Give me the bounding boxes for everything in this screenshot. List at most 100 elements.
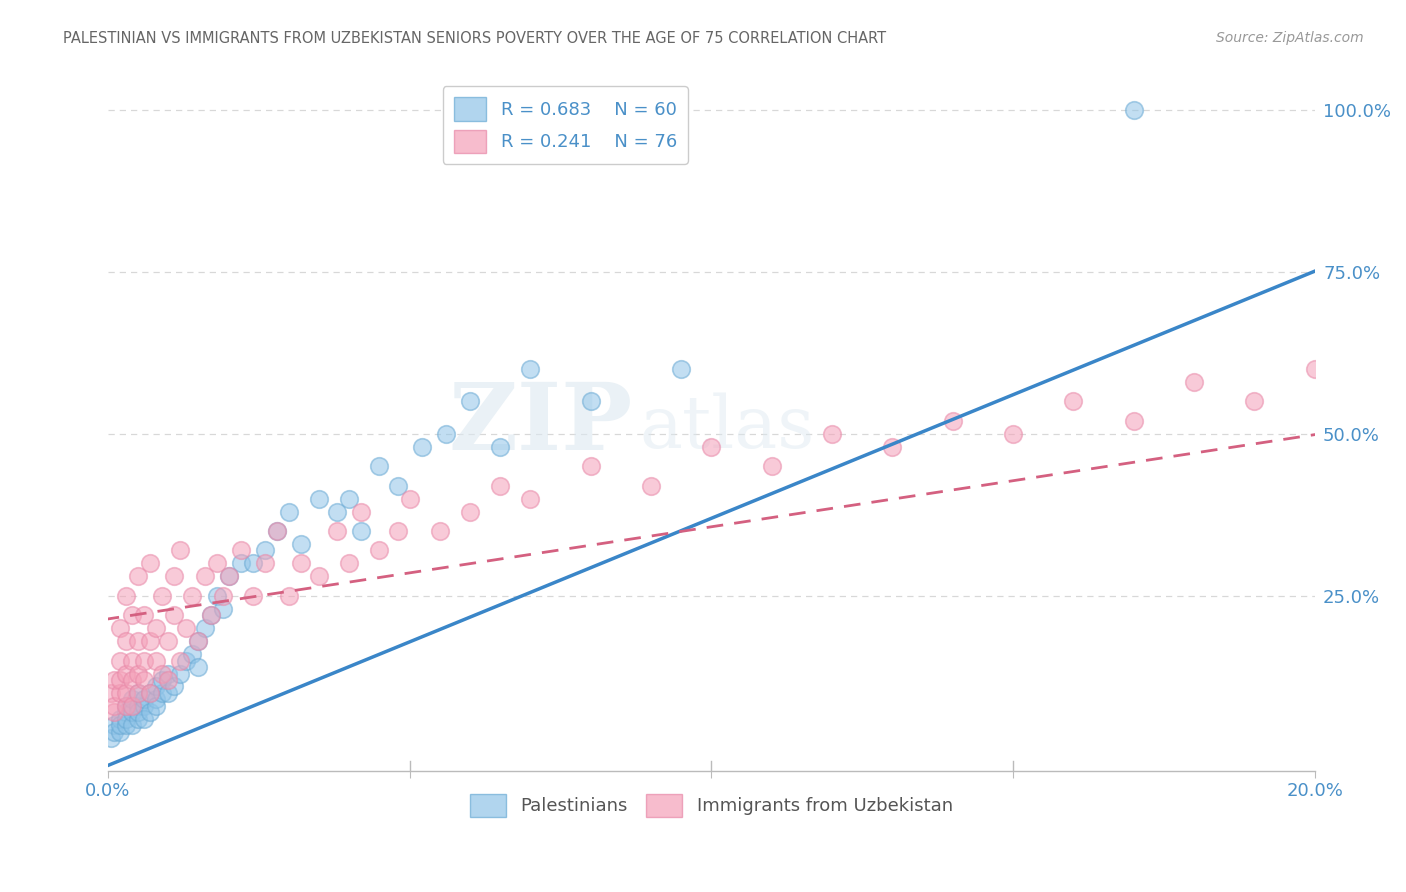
Point [169, 543, 191, 558]
Point [108, 621, 131, 635]
Point [115, 634, 138, 648]
Point [163, 569, 186, 583]
Point [368, 459, 391, 474]
Point [134, 673, 156, 687]
Point [115, 706, 138, 720]
Point [266, 524, 288, 538]
Point [458, 394, 481, 409]
Point [115, 698, 138, 713]
Point [350, 524, 373, 538]
Text: Source: ZipAtlas.com: Source: ZipAtlas.com [1216, 31, 1364, 45]
Point [278, 589, 301, 603]
Point [108, 654, 131, 668]
Point [145, 654, 167, 668]
Point [139, 557, 162, 571]
Point [181, 589, 204, 603]
Point [700, 440, 723, 454]
Point [290, 557, 312, 571]
Point [127, 686, 149, 700]
Point [108, 718, 131, 732]
Point [308, 491, 330, 506]
Point [139, 686, 162, 700]
Point [337, 491, 360, 506]
Point [579, 394, 602, 409]
Point [169, 666, 191, 681]
Point [150, 686, 173, 700]
Point [103, 698, 125, 713]
Point [157, 673, 180, 687]
Point [211, 601, 233, 615]
Point [157, 666, 180, 681]
Point [100, 686, 122, 700]
Point [193, 621, 215, 635]
Point [326, 504, 349, 518]
Point [134, 608, 156, 623]
Point [242, 589, 264, 603]
Point [368, 543, 391, 558]
Point [387, 478, 409, 492]
Point [942, 414, 965, 428]
Point [108, 686, 131, 700]
Point [121, 718, 143, 732]
Point [103, 718, 125, 732]
Point [176, 654, 198, 668]
Point [145, 680, 167, 694]
Point [115, 589, 138, 603]
Point [429, 524, 451, 538]
Point [121, 706, 143, 720]
Point [218, 569, 240, 583]
Point [187, 634, 209, 648]
Point [134, 692, 156, 706]
Point [1303, 362, 1326, 376]
Legend: Palestinians, Immigrants from Uzbekistan: Palestinians, Immigrants from Uzbekistan [463, 787, 960, 824]
Point [127, 686, 149, 700]
Point [1364, 375, 1386, 389]
Point [205, 589, 228, 603]
Point [139, 686, 162, 700]
Point [489, 478, 512, 492]
Point [187, 634, 209, 648]
Point [150, 673, 173, 687]
Point [176, 621, 198, 635]
Point [229, 557, 252, 571]
Point [253, 543, 276, 558]
Point [108, 673, 131, 687]
Point [229, 543, 252, 558]
Point [134, 654, 156, 668]
Point [163, 608, 186, 623]
Point [411, 440, 433, 454]
Point [1062, 394, 1084, 409]
Point [127, 712, 149, 726]
Point [640, 478, 662, 492]
Point [350, 504, 373, 518]
Point [145, 692, 167, 706]
Point [266, 524, 288, 538]
Point [579, 459, 602, 474]
Point [326, 524, 349, 538]
Text: ZIP: ZIP [449, 379, 633, 469]
Point [150, 589, 173, 603]
Point [434, 426, 457, 441]
Point [519, 491, 541, 506]
Point [157, 686, 180, 700]
Point [278, 504, 301, 518]
Point [669, 362, 692, 376]
Point [242, 557, 264, 571]
Point [103, 724, 125, 739]
Point [169, 654, 191, 668]
Text: PALESTINIAN VS IMMIGRANTS FROM UZBEKISTAN SENIORS POVERTY OVER THE AGE OF 75 COR: PALESTINIAN VS IMMIGRANTS FROM UZBEKISTA… [63, 31, 886, 46]
Point [127, 698, 149, 713]
Point [253, 557, 276, 571]
Point [200, 608, 222, 623]
Point [519, 362, 541, 376]
Point [115, 666, 138, 681]
Point [387, 524, 409, 538]
Point [163, 680, 186, 694]
Point [1122, 103, 1144, 117]
Point [127, 569, 149, 583]
Point [108, 712, 131, 726]
Point [103, 706, 125, 720]
Point [115, 698, 138, 713]
Point [458, 504, 481, 518]
Point [121, 673, 143, 687]
